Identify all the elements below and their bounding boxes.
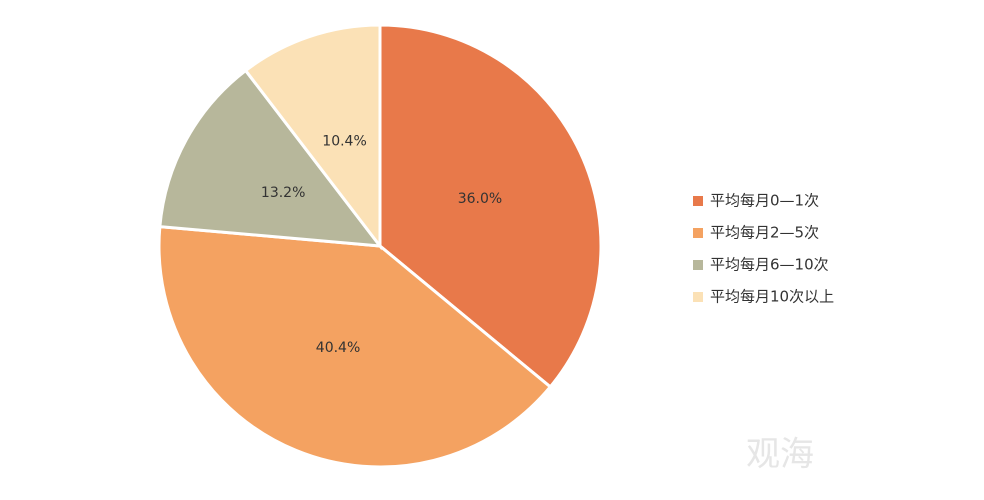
pie-slice <box>158 68 384 248</box>
pie-slice <box>243 23 382 251</box>
legend-label: 平均每月6—10次 <box>710 256 829 274</box>
pie-slice <box>378 23 603 389</box>
legend-label: 平均每月10次以上 <box>710 288 834 306</box>
legend-swatch <box>693 196 703 206</box>
pie-slice <box>157 224 553 469</box>
legend-swatch <box>693 228 703 238</box>
watermark: 观海 <box>746 435 814 475</box>
legend-label: 平均每月0—1次 <box>710 192 819 210</box>
slice-label: 13.2% <box>261 185 305 201</box>
legend-swatch <box>693 292 703 302</box>
legend-swatch <box>693 260 703 270</box>
slice-label: 36.0% <box>458 191 502 207</box>
legend-label: 平均每月2—5次 <box>710 224 819 242</box>
slice-label: 10.4% <box>322 133 366 149</box>
slice-label: 40.4% <box>316 340 360 356</box>
